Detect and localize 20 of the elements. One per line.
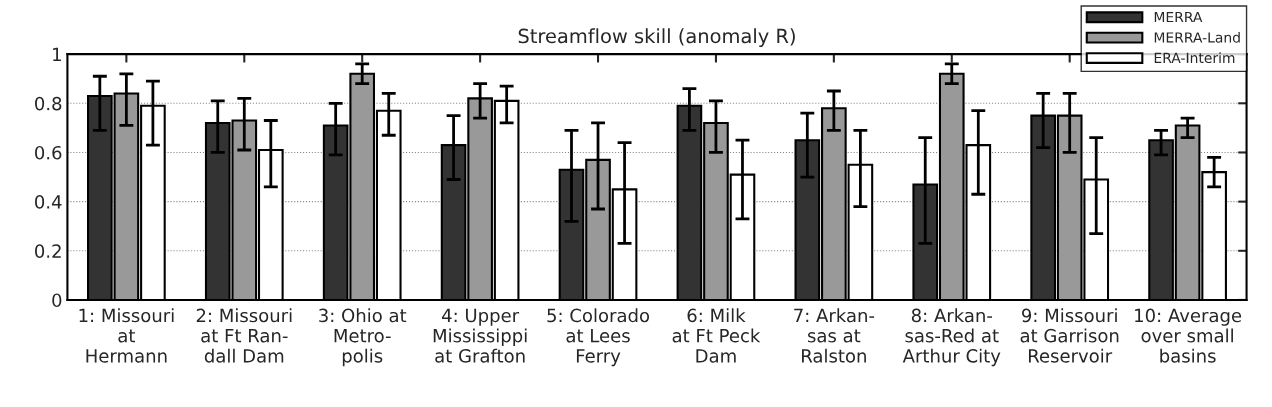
x-tick-label: 7: Arkan- sas at Ralston bbox=[794, 308, 875, 363]
x-tick-label: 2: Missouri at Ft Ran- dall Dam bbox=[196, 308, 292, 363]
y-tick-label: 0.8 bbox=[35, 96, 62, 111]
x-tick-label: 6: Milk at Ft Peck Dam bbox=[672, 308, 761, 363]
x-tick-label: 10: Average over small basins bbox=[1135, 308, 1242, 363]
y-tick-label: 0.6 bbox=[35, 145, 62, 160]
x-tick-label: 5: Colorado at Lees Ferry bbox=[547, 308, 650, 367]
legend-label: MERRA bbox=[1154, 12, 1203, 23]
y-tick-label: 1 bbox=[53, 47, 61, 61]
x-tick-label: 3: Ohio at Metro- polis bbox=[319, 308, 407, 367]
y-tick-label: 0.4 bbox=[35, 195, 62, 209]
x-tick-label: 4: Upper Mississippi at Grafton bbox=[433, 308, 527, 363]
legend-label: ERA-Interim bbox=[1154, 52, 1235, 64]
y-tick-label: 0 bbox=[52, 293, 62, 308]
y-tick-label: 0.2 bbox=[35, 244, 61, 258]
legend-label: MERRA-Land bbox=[1154, 31, 1240, 43]
chart-title: Streamflow skill (anomaly R) bbox=[518, 28, 795, 48]
x-tick-label: 8: Arkan- sas-Red at Arthur City bbox=[902, 308, 1001, 367]
x-tick-label: 9: Missouri at Garrison Reservoir bbox=[1020, 308, 1119, 363]
x-tick-label: 1: Missouri at Hermann bbox=[79, 308, 174, 363]
